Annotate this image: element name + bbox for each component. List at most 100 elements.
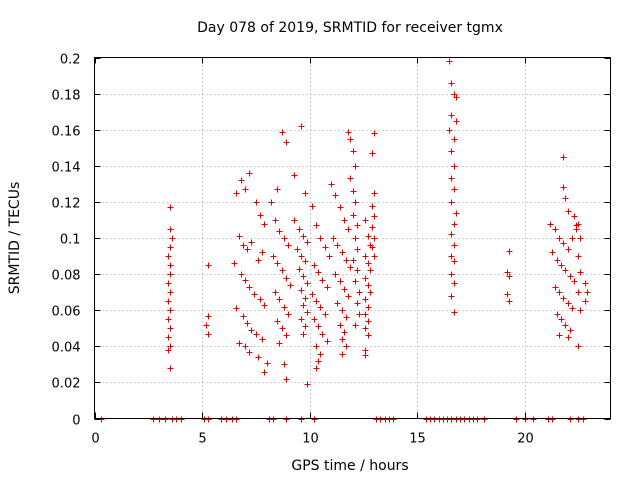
data-point: [324, 338, 331, 345]
data-point: [279, 267, 286, 274]
data-point: [556, 332, 563, 339]
data-point: [300, 331, 307, 338]
data-point: [350, 257, 357, 264]
data-point: [165, 298, 172, 305]
data-point: [565, 246, 572, 253]
data-point: [304, 381, 311, 388]
data-point: [448, 293, 455, 300]
data-point: [345, 226, 352, 233]
data-point: [341, 329, 348, 336]
data-point: [347, 264, 354, 271]
data-point: [319, 331, 326, 338]
data-point: [313, 365, 320, 372]
data-point: [347, 136, 354, 143]
data-point: [562, 267, 569, 274]
data-point: [334, 300, 341, 307]
data-point: [169, 235, 176, 242]
data-point: [343, 314, 350, 321]
data-point: [165, 316, 172, 323]
data-point: [369, 224, 376, 231]
data-point: [255, 354, 262, 361]
y-tick-label: 0.18: [52, 89, 81, 104]
data-point: [337, 322, 344, 329]
data-point: [506, 248, 513, 255]
x-axis-label: GPS time / hours: [291, 458, 408, 474]
x-tick-label: 10: [302, 432, 319, 447]
data-point: [268, 199, 275, 206]
data-point: [552, 226, 559, 233]
data-point: [272, 289, 279, 296]
data-point: [298, 416, 305, 423]
data-point: [257, 212, 264, 219]
data-point: [242, 277, 249, 284]
data-point: [362, 352, 369, 359]
data-point: [281, 304, 288, 311]
data-point: [167, 204, 174, 211]
data-point: [365, 260, 372, 267]
data-point: [556, 289, 563, 296]
data-point: [369, 244, 376, 251]
data-point: [302, 295, 309, 302]
data-point: [167, 226, 174, 233]
data-point: [261, 221, 268, 228]
data-point: [223, 416, 230, 423]
data-point: [300, 302, 307, 309]
data-point: [319, 277, 326, 284]
data-point: [341, 286, 348, 293]
data-point: [345, 293, 352, 300]
data-point: [580, 416, 587, 423]
data-point: [549, 416, 556, 423]
data-point: [345, 129, 352, 136]
data-point: [283, 376, 290, 383]
data-point: [474, 416, 481, 423]
data-point: [274, 186, 281, 193]
data-point: [504, 291, 511, 298]
data-point: [577, 269, 584, 276]
data-point: [298, 316, 305, 323]
data-point: [322, 244, 329, 251]
data-point: [343, 257, 350, 264]
data-point: [562, 195, 569, 202]
data-point: [451, 186, 458, 193]
data-point: [242, 343, 249, 350]
data-point: [352, 199, 359, 206]
data-point: [369, 203, 376, 210]
data-point: [304, 280, 311, 287]
data-point: [165, 347, 172, 354]
data-point: [328, 181, 335, 188]
data-point: [309, 291, 316, 298]
data-point: [246, 349, 253, 356]
data-point: [530, 416, 537, 423]
data-point: [448, 148, 455, 155]
data-point: [330, 235, 337, 242]
data-point: [451, 280, 458, 287]
data-point: [369, 150, 376, 157]
data-point: [203, 322, 210, 329]
data-point: [233, 416, 240, 423]
data-point: [339, 307, 346, 314]
data-point: [448, 231, 455, 238]
data-point: [167, 343, 174, 350]
data-point: [350, 148, 357, 155]
data-point: [562, 322, 569, 329]
data-point: [167, 244, 174, 251]
data-point: [167, 271, 174, 278]
data-point: [448, 80, 455, 87]
data-point: [311, 416, 318, 423]
data-point: [584, 289, 591, 296]
data-point: [448, 175, 455, 182]
data-point: [236, 233, 243, 240]
data-point: [315, 358, 322, 365]
data-point: [371, 130, 378, 137]
data-point: [150, 416, 157, 423]
data-point: [313, 298, 320, 305]
data-point: [371, 235, 378, 242]
data-point: [582, 280, 589, 287]
data-point: [270, 416, 277, 423]
data-point: [304, 239, 311, 246]
data-point: [246, 170, 253, 177]
data-point: [354, 246, 361, 253]
data-point: [506, 273, 513, 280]
data-point: [451, 242, 458, 249]
